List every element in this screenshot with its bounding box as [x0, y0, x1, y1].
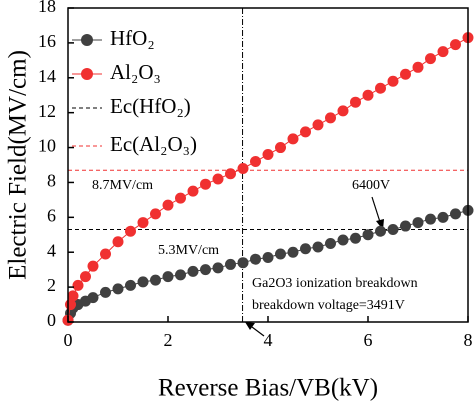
y-tick-label: 4: [47, 240, 56, 260]
data-point: [137, 217, 149, 229]
data-point: [162, 271, 174, 283]
data-point: [67, 290, 79, 302]
data-point: [225, 258, 236, 270]
data-point: [175, 269, 186, 281]
data-point: [125, 225, 136, 237]
y-tick-label: 0: [47, 310, 56, 330]
legend-label: Al₂O₃: [110, 60, 161, 84]
legend-marker: [81, 34, 93, 46]
data-point: [312, 241, 324, 253]
annotation: breakdown voltage=3491V: [252, 298, 405, 313]
data-point: [412, 61, 424, 73]
data-point: [112, 283, 124, 295]
legend-label: Ec(Al₂O₃): [110, 132, 197, 156]
data-point: [225, 168, 236, 180]
data-point: [362, 89, 374, 101]
data-point: [150, 274, 161, 286]
annotation: 6400V: [352, 178, 390, 193]
data-point: [237, 162, 249, 174]
data-point: [187, 185, 199, 197]
data-point: [437, 46, 449, 58]
y-tick-label: 16: [38, 31, 56, 51]
data-point: [350, 232, 361, 244]
y-tick-label: 12: [38, 101, 56, 121]
plot-frame: [67, 7, 469, 323]
annotation: 5.3MV/cm: [158, 243, 219, 258]
data-point: [437, 211, 449, 223]
data-point: [375, 82, 386, 94]
data-point: [387, 75, 399, 87]
data-point: [212, 173, 224, 185]
data-point: [175, 192, 186, 204]
arrows: [245, 196, 384, 337]
data-point: [412, 217, 424, 229]
data-point: [362, 229, 374, 241]
data-point: [425, 53, 436, 65]
data-point: [250, 156, 261, 168]
data-point: [450, 208, 461, 220]
annotation: Ga2O3 ionization breakdown: [252, 276, 418, 291]
data-point: [237, 257, 249, 269]
y-tick-label: 2: [47, 275, 56, 295]
y-tick-label: 18: [38, 0, 56, 16]
data-point: [100, 248, 111, 260]
data-point: [87, 292, 99, 304]
data-point: [375, 225, 386, 237]
data-point: [200, 264, 211, 276]
data-point: [337, 105, 349, 117]
data-point: [100, 286, 111, 298]
annotation: 8.7MV/cm: [92, 178, 153, 193]
y-tick-label: 8: [47, 171, 56, 191]
x-tick-label: 6: [364, 330, 373, 350]
data-point: [212, 262, 224, 274]
data-point: [287, 133, 299, 145]
data-point: [400, 220, 411, 232]
data-point: [425, 213, 436, 225]
x-tick-label: 0: [64, 330, 73, 350]
data-point: [200, 178, 211, 190]
data-point: [287, 246, 299, 258]
data-point: [275, 248, 286, 260]
data-point: [125, 279, 136, 291]
data-point: [72, 279, 84, 291]
legend-marker: [81, 68, 93, 80]
legend-label: HfO₂: [110, 26, 155, 50]
data-point: [300, 243, 311, 255]
data-point: [300, 126, 311, 138]
data-point: [262, 251, 274, 263]
data-point: [150, 208, 161, 220]
data-point: [387, 224, 399, 236]
data-point: [187, 265, 199, 277]
data-point: [162, 199, 174, 211]
x-axis-label: Reverse Bias/VB(kV): [158, 375, 378, 402]
data-point: [312, 119, 324, 131]
data-point: [275, 142, 286, 154]
data-point: [80, 271, 91, 283]
data-point: [337, 234, 349, 246]
legend-label: Ec(HfO₂): [110, 94, 191, 118]
data-point: [262, 149, 274, 161]
data-point: [325, 112, 336, 124]
data-point: [87, 260, 99, 272]
y-axis-label: Electric Field(MV/cm): [5, 50, 32, 280]
data-point: [112, 236, 124, 248]
x-tick-label: 4: [264, 330, 273, 350]
data-point: [350, 96, 361, 108]
y-tick-label: 14: [38, 66, 56, 86]
y-tick-label: 6: [47, 205, 56, 225]
data-point: [250, 253, 261, 265]
data-point: [325, 238, 336, 249]
data-point: [450, 39, 461, 51]
data-point: [137, 276, 149, 288]
x-tick-label: 2: [164, 330, 173, 350]
y-tick-label: 10: [38, 136, 56, 156]
data-point: [400, 68, 411, 80]
x-tick-label: 8: [464, 330, 473, 350]
